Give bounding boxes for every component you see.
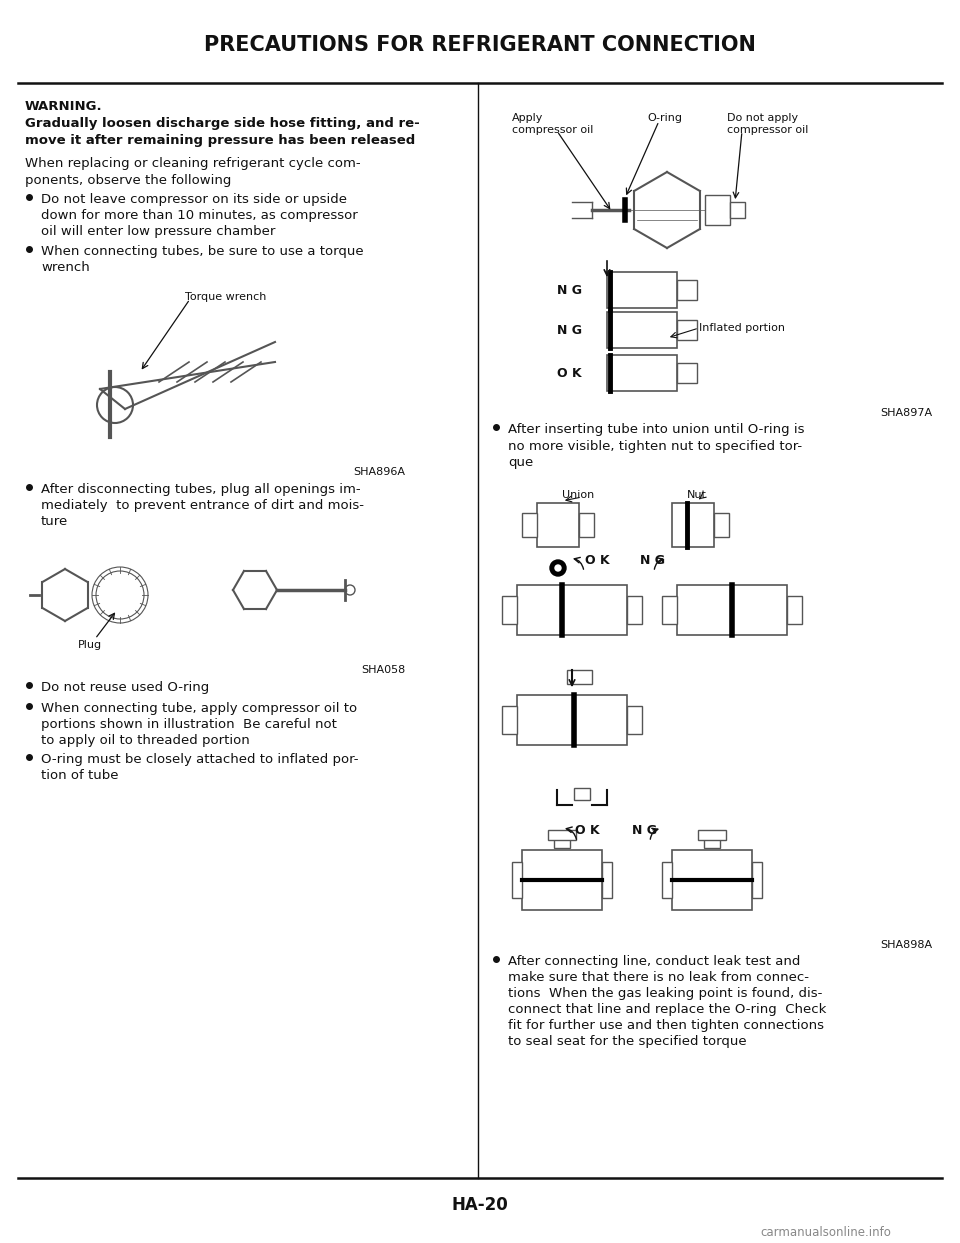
Text: carmanualsonline.info: carmanualsonline.info: [760, 1226, 891, 1238]
Text: Union: Union: [562, 490, 594, 500]
Text: HA-20: HA-20: [451, 1196, 509, 1214]
Text: WARNING.: WARNING.: [25, 99, 103, 113]
Text: Do not apply
compressor oil: Do not apply compressor oil: [727, 113, 808, 134]
Bar: [627, 595, 642, 624]
Bar: [548, 830, 576, 840]
Bar: [522, 513, 537, 537]
Bar: [574, 788, 590, 800]
Text: After connecting line, conduct leak test and
make sure that there is no leak fro: After connecting line, conduct leak test…: [508, 955, 827, 1048]
Bar: [677, 319, 697, 341]
Bar: [567, 670, 592, 684]
Text: N G: N G: [557, 323, 582, 337]
Bar: [730, 203, 745, 218]
Text: N G: N G: [557, 283, 582, 297]
Text: When connecting tubes, be sure to use a torque
wrench: When connecting tubes, be sure to use a …: [41, 245, 364, 273]
Bar: [714, 513, 729, 537]
Bar: [672, 503, 714, 547]
Bar: [517, 585, 627, 635]
Text: After disconnecting tubes, plug all openings im-
mediately  to prevent entrance : After disconnecting tubes, plug all open…: [41, 484, 364, 528]
Bar: [537, 503, 579, 547]
Text: PRECAUTIONS FOR REFRIGERANT CONNECTION: PRECAUTIONS FOR REFRIGERANT CONNECTION: [204, 35, 756, 55]
Bar: [677, 363, 697, 383]
Bar: [677, 280, 697, 300]
Text: Do not leave compressor on its side or upside
down for more than 10 minutes, as : Do not leave compressor on its side or u…: [41, 193, 358, 237]
Bar: [704, 838, 720, 848]
Text: Plug: Plug: [78, 640, 102, 650]
Bar: [502, 595, 517, 624]
Circle shape: [550, 561, 566, 576]
Bar: [627, 706, 642, 735]
Bar: [607, 312, 677, 348]
Bar: [517, 695, 627, 745]
Text: SHA058: SHA058: [361, 665, 405, 675]
Bar: [607, 355, 677, 392]
Bar: [672, 850, 752, 910]
Circle shape: [555, 566, 561, 571]
Text: N G: N G: [632, 824, 657, 837]
Bar: [579, 513, 594, 537]
Text: Nut: Nut: [687, 490, 707, 500]
Text: Do not reuse used O-ring: Do not reuse used O-ring: [41, 681, 209, 694]
Text: Gradually loosen discharge side hose fitting, and re-
move it after remaining pr: Gradually loosen discharge side hose fit…: [25, 117, 420, 147]
Bar: [698, 830, 726, 840]
Text: N G: N G: [639, 553, 664, 567]
Text: After inserting tube into union until O-ring is
no more visible, tighten nut to : After inserting tube into union until O-…: [508, 423, 804, 469]
Bar: [554, 838, 570, 848]
Text: Inflated portion: Inflated portion: [699, 323, 785, 333]
Text: Apply
compressor oil: Apply compressor oil: [512, 113, 593, 134]
Bar: [602, 861, 612, 897]
Bar: [662, 595, 677, 624]
Bar: [502, 706, 517, 735]
Text: O-ring must be closely attached to inflated por-
tion of tube: O-ring must be closely attached to infla…: [41, 753, 358, 782]
Bar: [662, 861, 672, 897]
Text: SHA896A: SHA896A: [353, 467, 405, 477]
Bar: [677, 585, 787, 635]
Text: SHA898A: SHA898A: [880, 940, 932, 950]
Bar: [522, 850, 602, 910]
Text: O K: O K: [585, 553, 610, 567]
Bar: [512, 861, 522, 897]
Text: When connecting tube, apply compressor oil to
portions shown in illustration  Be: When connecting tube, apply compressor o…: [41, 702, 357, 747]
Bar: [752, 861, 762, 897]
Text: O K: O K: [575, 824, 599, 837]
Text: SHA897A: SHA897A: [880, 408, 932, 418]
Text: Torque wrench: Torque wrench: [185, 292, 266, 302]
Bar: [705, 195, 730, 225]
Bar: [607, 272, 677, 308]
Text: O-ring: O-ring: [647, 113, 682, 123]
Text: When replacing or cleaning refrigerant cycle com-
ponents, observe the following: When replacing or cleaning refrigerant c…: [25, 157, 361, 186]
Text: O K: O K: [557, 367, 582, 379]
Bar: [787, 595, 802, 624]
